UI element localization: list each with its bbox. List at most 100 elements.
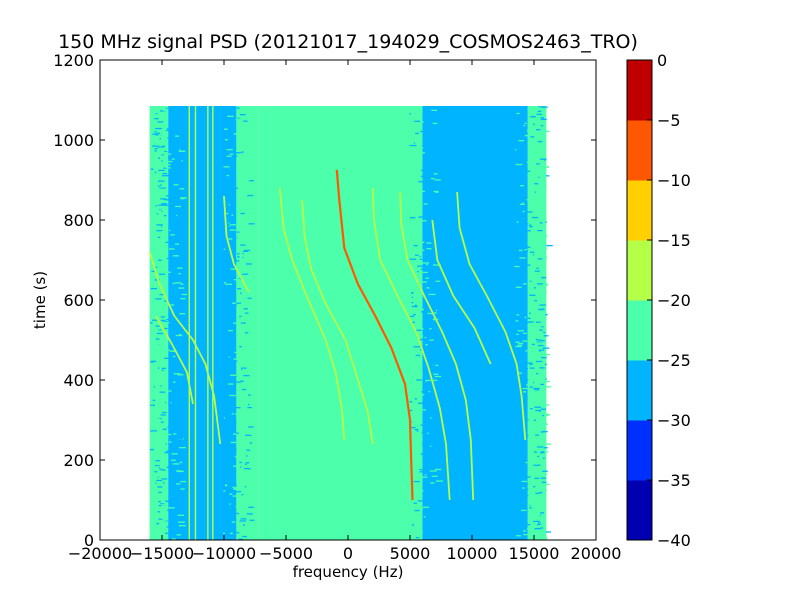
noise-cell: [416, 425, 420, 428]
noise-cell: [543, 235, 548, 237]
noise-cell: [542, 430, 548, 433]
noise-cell: [244, 312, 249, 314]
noise-cell: [156, 230, 163, 232]
noise-cell: [522, 202, 525, 204]
noise-cell: [521, 419, 529, 421]
noise-cell: [518, 342, 524, 345]
noise-cell: [415, 536, 420, 539]
noise-cell: [236, 361, 242, 363]
noise-cell: [181, 160, 183, 162]
noise-cell: [162, 149, 169, 152]
noise-cell: [409, 401, 413, 403]
noise-cell: [413, 207, 417, 210]
noise-cell: [150, 168, 154, 170]
noise-cell: [180, 491, 185, 493]
noise-cell: [162, 265, 167, 267]
noise-cell: [514, 148, 517, 151]
noise-cell: [179, 443, 187, 445]
noise-cell: [534, 307, 542, 309]
noise-cell: [165, 167, 171, 169]
noise-cell: [540, 527, 544, 529]
noise-cell: [177, 374, 184, 376]
noise-cell: [235, 505, 241, 508]
noise-cell: [228, 293, 235, 295]
noise-cell: [414, 254, 419, 256]
noise-cell: [529, 225, 533, 228]
y-tick-label: 1000: [53, 131, 94, 150]
noise-cell: [514, 427, 517, 429]
noise-cell: [519, 257, 526, 259]
noise-cell: [239, 346, 242, 348]
noise-cell: [528, 312, 531, 314]
noise-cell: [162, 221, 165, 223]
colorbar-segment: [627, 300, 652, 361]
noise-cell: [523, 533, 529, 536]
noise-cell: [223, 116, 226, 119]
colorbar: −40 −35 −30 −25 −20 −15 −10 −5 0: [626, 51, 691, 550]
noise-cell: [243, 467, 251, 470]
noise-cell: [240, 466, 242, 468]
noise-cell: [177, 222, 180, 224]
noise-cell: [178, 273, 181, 275]
noise-cell: [159, 466, 162, 468]
noise-cell: [537, 110, 542, 113]
noise-cell: [535, 402, 542, 404]
noise-cell: [245, 434, 252, 437]
noise-cell: [171, 269, 177, 271]
noise-cell: [414, 140, 420, 142]
noise-cell: [415, 300, 423, 302]
noise-cell: [172, 355, 176, 358]
noise-cell: [240, 212, 245, 215]
y-tick-label: 600: [63, 291, 94, 310]
noise-cell: [160, 217, 166, 220]
noise-cell: [536, 113, 542, 115]
noise-cell: [535, 434, 539, 436]
noise-cell: [530, 263, 532, 265]
noise-cell: [224, 484, 228, 487]
noise-cell: [153, 351, 156, 353]
chart-title: 150 MHz signal PSD (20121017_194029_COSM…: [58, 31, 638, 53]
noise-cell: [243, 300, 248, 302]
noise-cell: [149, 448, 154, 451]
noise-cell: [228, 356, 230, 358]
noise-cell: [435, 480, 443, 482]
noise-cell: [238, 150, 241, 152]
noise-cell: [422, 262, 430, 264]
noise-cell: [420, 507, 424, 509]
noise-cell: [532, 216, 539, 219]
noise-cell: [524, 301, 528, 304]
noise-cell: [158, 500, 161, 503]
noise-cell: [518, 249, 523, 252]
noise-cell: [518, 156, 525, 159]
noise-cell: [178, 333, 182, 336]
noise-cell: [522, 245, 528, 247]
noise-cell: [153, 386, 156, 388]
noise-cell: [158, 467, 160, 469]
noise-cell: [540, 206, 546, 209]
noise-cell: [228, 225, 231, 227]
noise-cell: [541, 356, 547, 359]
noise-cell: [230, 374, 237, 376]
noise-cell: [155, 327, 157, 330]
noise-cell: [534, 300, 538, 302]
noise-cell: [238, 278, 243, 280]
noise-cell: [539, 222, 543, 224]
noise-cell: [161, 225, 163, 228]
noise-cell: [180, 354, 183, 356]
noise-cell: [231, 413, 234, 415]
noise-cell: [163, 321, 170, 323]
y-tick-label: 200: [63, 451, 94, 470]
noise-cell: [431, 236, 434, 238]
noise-cell: [420, 308, 425, 311]
noise-cell: [532, 266, 540, 268]
noise-cell: [430, 509, 434, 511]
noise-cell: [159, 273, 166, 275]
noise-cell: [154, 171, 157, 174]
noise-cell: [538, 106, 545, 108]
noise-cell: [522, 530, 527, 532]
noise-cell: [242, 256, 244, 259]
noise-cell: [167, 137, 169, 139]
noise-cell: [515, 320, 519, 322]
noise-cell: [160, 107, 163, 109]
noise-cell: [160, 184, 162, 186]
